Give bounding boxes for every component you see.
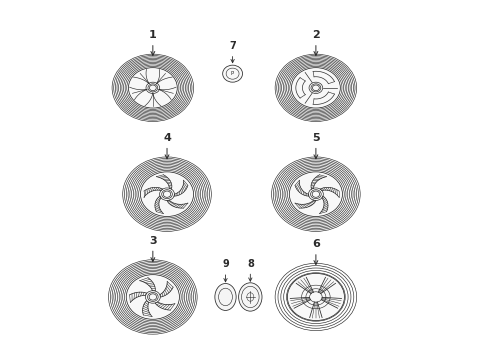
Ellipse shape — [292, 68, 341, 108]
Text: 6: 6 — [312, 239, 320, 265]
Ellipse shape — [126, 275, 179, 319]
Text: 3: 3 — [149, 235, 157, 261]
Ellipse shape — [222, 65, 243, 82]
Text: 1: 1 — [149, 30, 157, 55]
Ellipse shape — [287, 273, 344, 320]
Text: 5: 5 — [312, 133, 319, 159]
Text: P: P — [231, 71, 234, 76]
Ellipse shape — [215, 283, 236, 310]
Text: 4: 4 — [163, 133, 171, 159]
Text: 9: 9 — [222, 259, 229, 282]
Ellipse shape — [141, 172, 194, 216]
Ellipse shape — [239, 283, 262, 311]
Text: 8: 8 — [247, 258, 254, 281]
Text: 7: 7 — [229, 41, 236, 63]
Ellipse shape — [128, 68, 177, 108]
Text: 2: 2 — [312, 30, 320, 55]
Ellipse shape — [289, 172, 343, 216]
